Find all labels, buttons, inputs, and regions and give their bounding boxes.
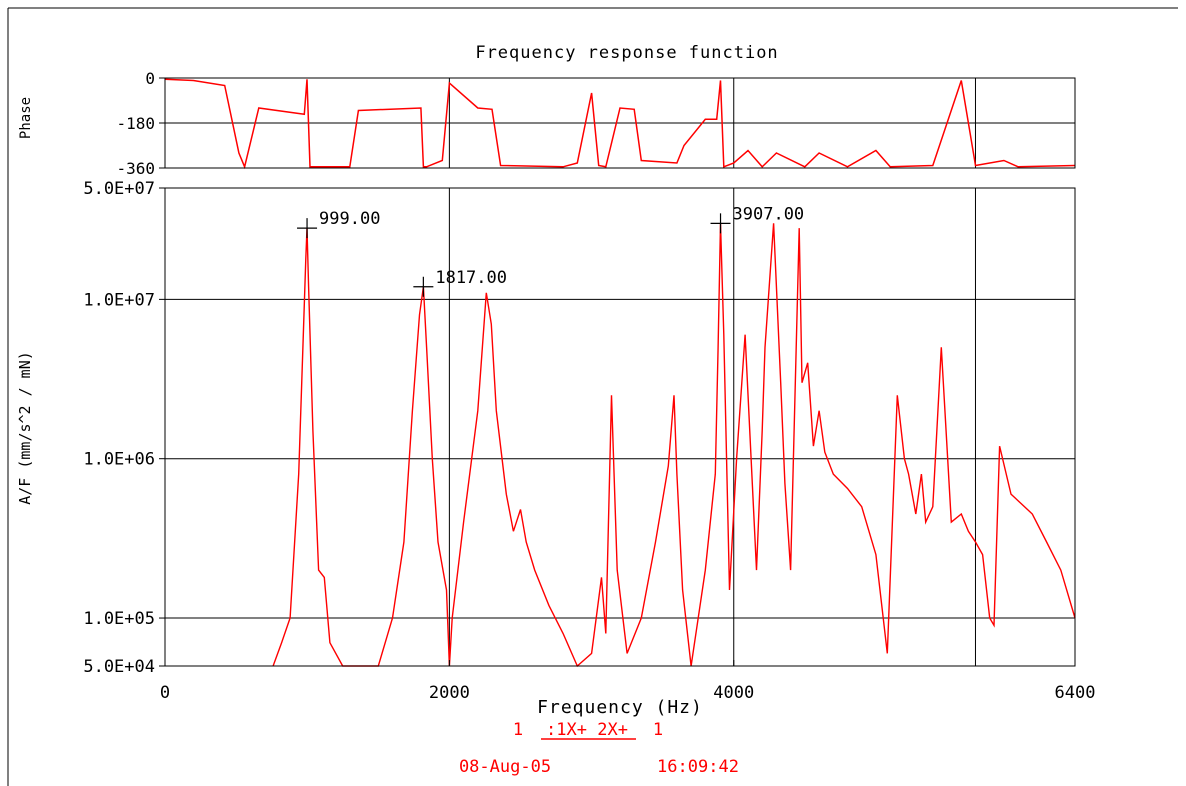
magnitude-series-line <box>273 223 1075 666</box>
peak-label: 3907.00 <box>733 204 805 224</box>
phase-yticks: 0 -180 -360 <box>116 69 165 178</box>
phase-ylabel: Phase <box>18 97 34 139</box>
phase-panel: 0 -180 -360 Phase <box>18 69 1075 178</box>
phase-grid <box>165 78 1075 168</box>
peak-label: 999.00 <box>319 209 380 229</box>
magnitude-ytick-label: 5.0E+04 <box>83 657 155 677</box>
trace-id-main: :1X+ 2X+ <box>546 720 628 740</box>
magnitude-xtick-label: 6400 <box>1055 683 1096 703</box>
magnitude-ylabel: A/F (mm/s^2 / mN) <box>16 351 34 505</box>
phase-ytick-label: -360 <box>116 159 155 178</box>
peak-label: 1817.00 <box>435 268 507 288</box>
footer-time: 16:09:42 <box>657 757 739 777</box>
magnitude-ytick-label: 1.0E+06 <box>83 450 155 470</box>
trace-id-suffix: 1 <box>653 720 663 740</box>
magnitude-ytick-label: 1.0E+05 <box>83 609 155 629</box>
footer-date: 08-Aug-05 <box>459 757 551 777</box>
magnitude-xlabel: Frequency (Hz) <box>537 697 703 718</box>
magnitude-series <box>273 223 1075 666</box>
phase-ytick-label: 0 <box>145 69 155 88</box>
chart-title: Frequency response function <box>475 43 778 63</box>
magnitude-xtick-label: 4000 <box>713 683 754 703</box>
magnitude-ytick-label: 5.0E+07 <box>83 179 155 199</box>
footer: 1 :1X+ 2X+ 1 08-Aug-05 16:09:42 <box>459 720 739 777</box>
trace-id-prefix: 1 <box>513 720 523 740</box>
magnitude-xtick-label: 0 <box>160 683 170 703</box>
magnitude-ytick-label: 1.0E+07 <box>83 290 155 310</box>
phase-ytick-label: -180 <box>116 114 155 133</box>
magnitude-panel: 5.0E+07 1.0E+07 1.0E+06 1.0E+05 5.0E+04 0 200… <box>16 179 1095 718</box>
magnitude-yticks: 5.0E+07 1.0E+07 1.0E+06 1.0E+05 5.0E+04 <box>83 179 165 677</box>
magnitude-xtick-label: 2000 <box>429 683 470 703</box>
peak-annotations: 999.00 1817.00 3907.00 <box>297 204 804 296</box>
